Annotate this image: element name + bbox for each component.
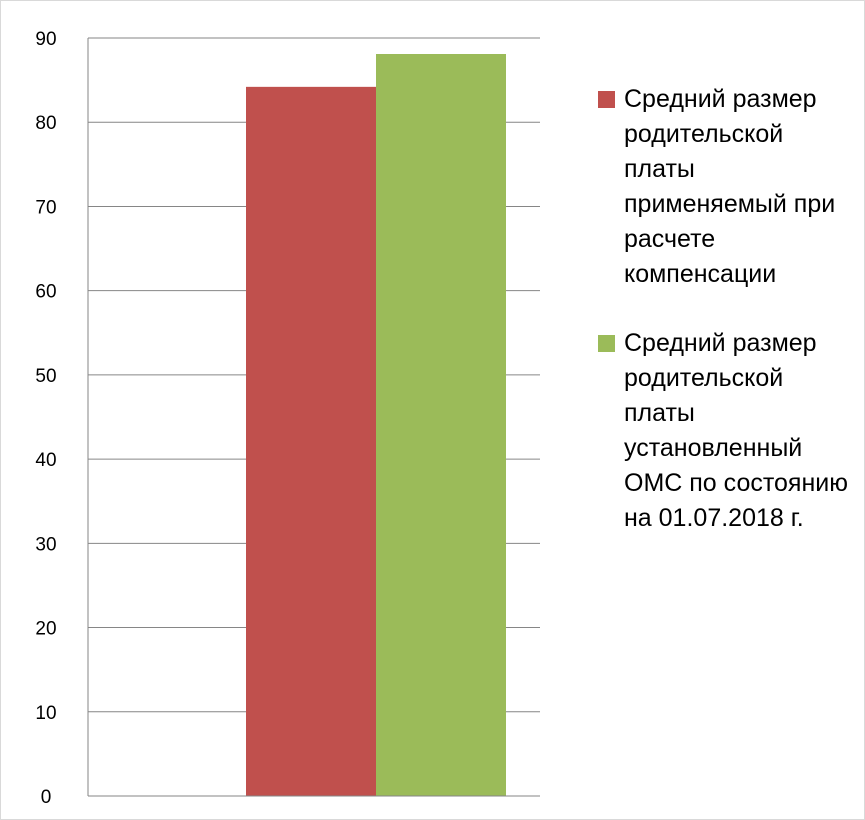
- y-tick-label: 30: [35, 534, 56, 555]
- y-tick-label: 20: [35, 619, 56, 640]
- y-tick-label: 60: [35, 282, 56, 303]
- legend-item-series-2: Средний размер родительской платы устано…: [598, 326, 860, 536]
- legend-label-series-1: Средний размер родительской платы примен…: [624, 85, 836, 288]
- y-tick-label: 10: [35, 703, 56, 724]
- chart-legend: Средний размер родительской платы примен…: [598, 82, 860, 570]
- legend-swatch-series-2: [598, 335, 615, 352]
- y-tick-label: 90: [35, 29, 56, 50]
- y-tick-label: 40: [35, 450, 56, 471]
- bar-series-1: [246, 86, 376, 797]
- bar-series-2: [376, 54, 506, 797]
- y-tick-label: 0: [41, 787, 52, 808]
- y-tick-label: 50: [35, 366, 56, 387]
- y-tick-label: 80: [35, 113, 56, 134]
- legend-label-series-2: Средний размер родительской платы устано…: [624, 329, 848, 532]
- legend-swatch-series-1: [598, 91, 615, 108]
- legend-item-series-1: Средний размер родительской платы примен…: [598, 82, 860, 292]
- y-tick-label: 70: [35, 197, 56, 218]
